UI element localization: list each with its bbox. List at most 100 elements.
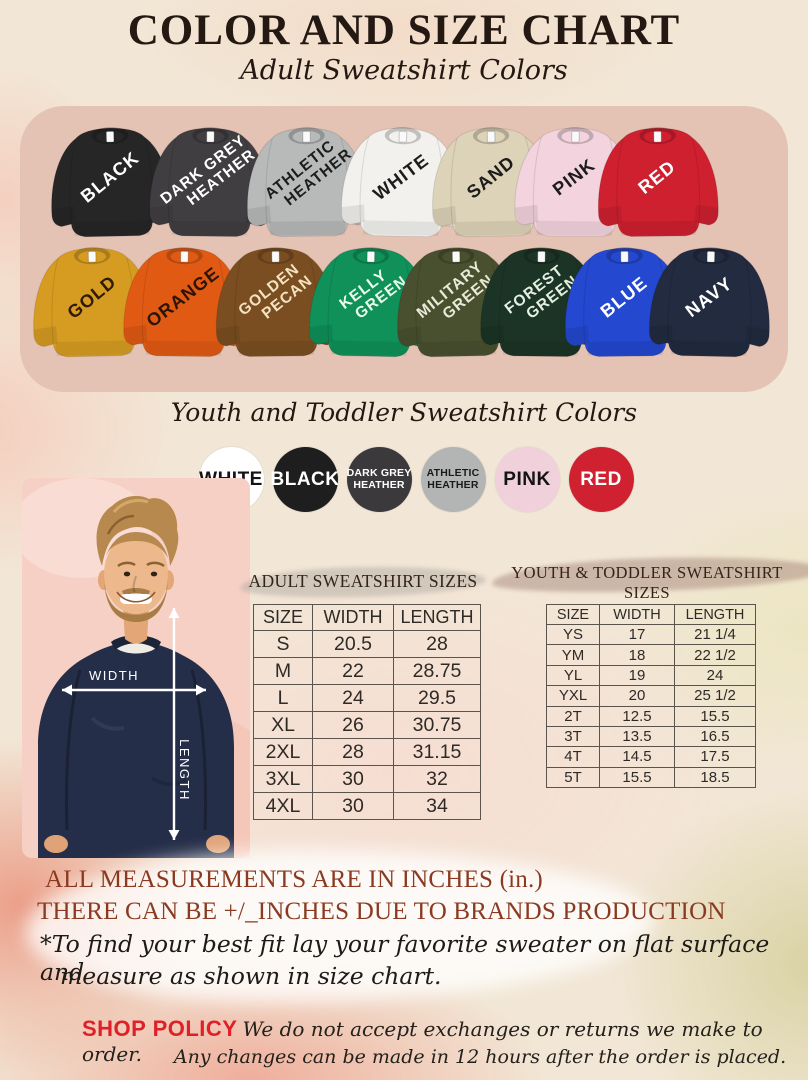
fit-note-line2: measure as shown in size chart. [60, 962, 442, 990]
sweatshirt-swatch: GOLDENPECAN [215, 247, 337, 357]
table-row: YS 17 21 1/4 [546, 623, 756, 646]
table-row: L 24 29.5 [253, 684, 481, 712]
shop-policy-label: SHOP POLICY [82, 1016, 238, 1041]
table-row: 2T 12.5 15.5 [546, 705, 756, 727]
table-row: YXL 20 25 1/2 [546, 685, 756, 707]
table-cell: YXL [546, 685, 600, 707]
table-cell: YL [546, 664, 600, 687]
table-cell: L [253, 684, 313, 712]
table-cell: 34 [393, 792, 481, 820]
table-cell: YS [546, 623, 600, 646]
sweatshirt-swatch: ATHLETICHEATHER [246, 127, 368, 237]
table-row: S 20.5 28 [253, 630, 481, 658]
page-title: COLOR AND SIZE CHART [127, 7, 681, 54]
width-label: WIDTH [89, 668, 139, 683]
length-label: LENGTH [177, 739, 192, 801]
table-header: WIDTH [599, 604, 675, 625]
table-cell: 14.5 [599, 746, 675, 768]
shop-policy-line1: SHOP POLICY We do not accept exchanges o… [82, 1016, 782, 1067]
table-cell: 28.75 [393, 657, 481, 685]
table-cell: 2T [546, 705, 600, 727]
table-cell: 5T [546, 766, 600, 789]
color-circle: BLACK [270, 447, 340, 512]
shop-policy-line2: Any changes can be made in 12 hours afte… [173, 1046, 787, 1068]
table-row: 3XL 30 32 [253, 765, 481, 793]
model-man [38, 495, 234, 858]
table-cell: 30 [312, 792, 394, 820]
table-cell: 2XL [253, 738, 313, 766]
table-header: SIZE [546, 604, 600, 625]
table-row: YM 18 22 1/2 [546, 644, 756, 666]
table-cell: 29.5 [393, 684, 481, 712]
table-cell: M [253, 657, 313, 685]
table-cell: 26 [312, 711, 394, 739]
table-cell: XL [253, 711, 313, 739]
table-cell: 24 [312, 684, 394, 712]
sweatshirt-swatch: KELLYGREEN [308, 247, 430, 358]
adult-colors-panel: BLACK DARK GREYHEATHER ATHLETICHEATHER [20, 106, 788, 392]
table-row: 5T 15.5 18.5 [546, 766, 756, 789]
sweatshirt-swatch: PINK [514, 127, 636, 237]
table-row: M 22 28.75 [253, 657, 481, 685]
table-header: SIZE [253, 604, 313, 631]
fit-note-line1: *To find your best fit lay your favorite… [40, 930, 770, 986]
table-header: LENGTH [393, 604, 481, 631]
table-cell: 30.75 [393, 711, 481, 739]
adult-colors-subtitle: Adult Sweatshirt Colors [240, 55, 568, 86]
table-cell: 18 [599, 644, 675, 666]
youth-sizes-title: YOUTH & TODDLER SWEATSHIRT SIZES [511, 563, 783, 602]
table-cell: 32 [393, 765, 481, 793]
table-cell: 4T [546, 746, 600, 768]
table-cell: 19 [599, 664, 675, 687]
table-cell: 21 1/4 [674, 623, 756, 646]
measurement-note-units: ALL MEASUREMENTS ARE IN INCHES (in.) [45, 866, 543, 893]
table-cell: 17 [599, 623, 675, 646]
sweatshirt-swatch: NAVY [648, 247, 770, 358]
table-row: 2XL 28 31.15 [253, 738, 481, 766]
table-cell: 22 1/2 [674, 644, 756, 666]
table-cell: 13.5 [599, 725, 675, 748]
table-row: 4XL 30 34 [253, 792, 481, 820]
table-cell: 28 [393, 630, 481, 658]
table-row: YL 19 24 [546, 664, 756, 687]
table-cell: 18.5 [674, 766, 756, 789]
table-cell: 22 [312, 657, 394, 685]
table-cell: 20.5 [312, 630, 394, 658]
table-header-row: SIZE WIDTH LENGTH [546, 604, 756, 625]
table-cell: 28 [312, 738, 394, 766]
table-cell: 24 [674, 664, 756, 687]
model-photo: WIDTH LENGTH [22, 478, 250, 858]
table-row: 3T 13.5 16.5 [546, 725, 756, 748]
color-circle-label: ATHLETIC HEATHER [426, 467, 480, 491]
table-header: LENGTH [674, 604, 756, 625]
table-cell: 3T [546, 725, 600, 748]
table-row: 4T 14.5 17.5 [546, 746, 756, 768]
table-cell: 17.5 [674, 746, 756, 768]
table-cell: S [253, 630, 313, 658]
table-header-row: SIZE WIDTH LENGTH [253, 604, 481, 631]
color-circle-label: BLACK [270, 468, 340, 490]
table-cell: 30 [312, 765, 394, 793]
table-cell: 16.5 [674, 725, 756, 748]
youth-colors-heading: Youth and Toddler Sweatshirt Colors [170, 398, 638, 427]
adult-sizes-title: ADULT SWEATSHIRT SIZES [248, 571, 478, 591]
measurement-arrows: WIDTH LENGTH [62, 608, 206, 840]
table-header: WIDTH [312, 604, 394, 631]
measurement-note-tolerance: THERE CAN BE +/_INCHES DUE TO BRANDS PRO… [37, 898, 726, 925]
table-cell: YM [546, 644, 600, 666]
color-circle: RED [568, 447, 634, 512]
table-cell: 20 [599, 685, 675, 707]
table-cell: 3XL [253, 765, 313, 793]
color-circle-label: DARK GREY HEATHER [346, 467, 412, 491]
table-cell: 15.5 [674, 705, 756, 727]
table-cell: 15.5 [599, 766, 675, 789]
color-circle: PINK [494, 447, 560, 512]
table-row: XL 26 30.75 [253, 711, 481, 739]
youth-size-table: SIZE WIDTH LENGTH YS 17 21 1/4 YM 18 22 1/2 YL 19 2… [546, 604, 756, 789]
table-cell: 4XL [253, 792, 313, 820]
table-cell: 31.15 [393, 738, 481, 766]
color-circle: DARK GREY HEATHER [346, 447, 412, 512]
color-circle: ATHLETIC HEATHER [420, 447, 486, 512]
shop-policy-text1: We do not accept exchanges or returns we… [82, 1017, 763, 1066]
